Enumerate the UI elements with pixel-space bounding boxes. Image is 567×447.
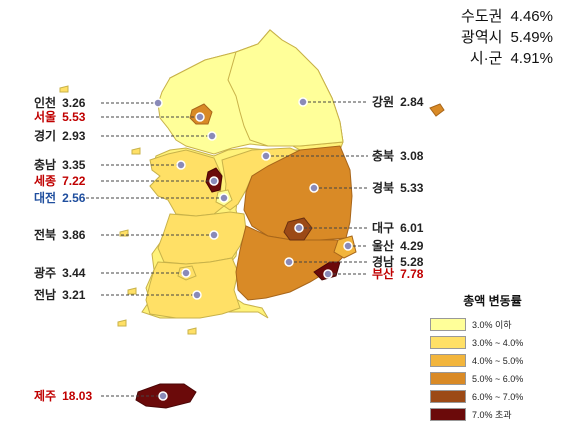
label-incheon: 인천 3.26 [34, 96, 86, 110]
summary-row-capital: 수도권 4.46% [461, 8, 553, 25]
legend-swatch [430, 354, 466, 367]
marker-gangwon [298, 97, 308, 107]
marker-chungbuk [261, 151, 271, 161]
label-chungnam: 충남 3.35 [34, 158, 86, 172]
label-gwangju: 광주 3.44 [34, 266, 86, 280]
map-jeonnam [145, 257, 241, 319]
summary-panel: 수도권 4.46% 광역시 5.49% 시·군 4.91% [461, 6, 553, 69]
marker-jeonbuk [209, 230, 219, 240]
map-gangwon [227, 29, 344, 147]
legend-item: 7.0% 초과 [430, 407, 555, 422]
label-jeju: 제주 18.03 [34, 389, 93, 403]
map-islands [59, 85, 197, 335]
legend-item: 6.0% ~ 7.0% [430, 389, 555, 404]
legend-item: 3.0% 이하 [430, 317, 555, 332]
marker-jeonnam [192, 290, 202, 300]
marker-gyeongbuk [309, 183, 319, 193]
label-gyeonggi: 경기 2.93 [34, 129, 86, 143]
label-daejeon: 대전 2.56 [34, 191, 86, 205]
summary-row-metro: 광역시 5.49% [461, 29, 553, 46]
legend-swatch [430, 336, 466, 349]
label-busan: 부산 7.78 [372, 267, 424, 281]
marker-busan [323, 269, 333, 279]
label-daegu: 대구 6.01 [372, 221, 424, 235]
label-jeonbuk: 전북 3.86 [34, 228, 86, 242]
legend-item: 5.0% ~ 6.0% [430, 371, 555, 386]
legend-label: 3.0% ~ 4.0% [472, 337, 524, 348]
marker-daejeon [219, 193, 229, 203]
marker-incheon [153, 98, 163, 108]
marker-daegu [294, 223, 304, 233]
legend-title: 총액 변동률 [463, 294, 522, 308]
marker-sejong [209, 176, 219, 186]
marker-ulsan [343, 241, 353, 251]
legend-swatch [430, 408, 466, 421]
map-jeonbuk [157, 211, 247, 265]
map-ulleung [429, 103, 445, 117]
label-sejong: 세종 7.22 [34, 174, 86, 188]
legend-label: 4.0% ~ 5.0% [472, 355, 524, 366]
legend-label: 6.0% ~ 7.0% [472, 391, 524, 402]
marker-seoul [195, 112, 205, 122]
marker-chungnam [176, 160, 186, 170]
legend-item: 4.0% ~ 5.0% [430, 353, 555, 368]
label-gyeongbuk: 경북 5.33 [372, 181, 424, 195]
marker-gyeonggi [207, 131, 217, 141]
region-markers [153, 97, 353, 401]
label-jeonnam: 전남 3.21 [34, 288, 86, 302]
label-gangwon: 강원 2.84 [372, 95, 424, 109]
legend-label: 3.0% 이하 [472, 320, 512, 330]
summary-row-cities: 시·군 4.91% [469, 50, 553, 67]
leader-lines [86, 101, 368, 397]
marker-jeju [158, 391, 168, 401]
label-ulsan: 울산 4.29 [372, 239, 424, 253]
label-gyeongnam: 경남 5.28 [372, 255, 424, 269]
legend-swatch [430, 390, 466, 403]
marker-gwangju [181, 268, 191, 278]
legend-label: 5.0% ~ 6.0% [472, 373, 524, 384]
legend-label: 7.0% 초과 [472, 410, 512, 420]
legend: 총액 변동률 3.0% 이하 3.0% ~ 4.0% 4.0% ~ 5.0% 5… [430, 292, 555, 425]
legend-swatch [430, 318, 466, 331]
legend-item: 3.0% ~ 4.0% [430, 335, 555, 350]
label-seoul: 서울 5.53 [34, 110, 86, 124]
label-chungbuk: 충북 3.08 [372, 149, 424, 163]
legend-swatch [430, 372, 466, 385]
marker-gyeongnam [284, 257, 294, 267]
